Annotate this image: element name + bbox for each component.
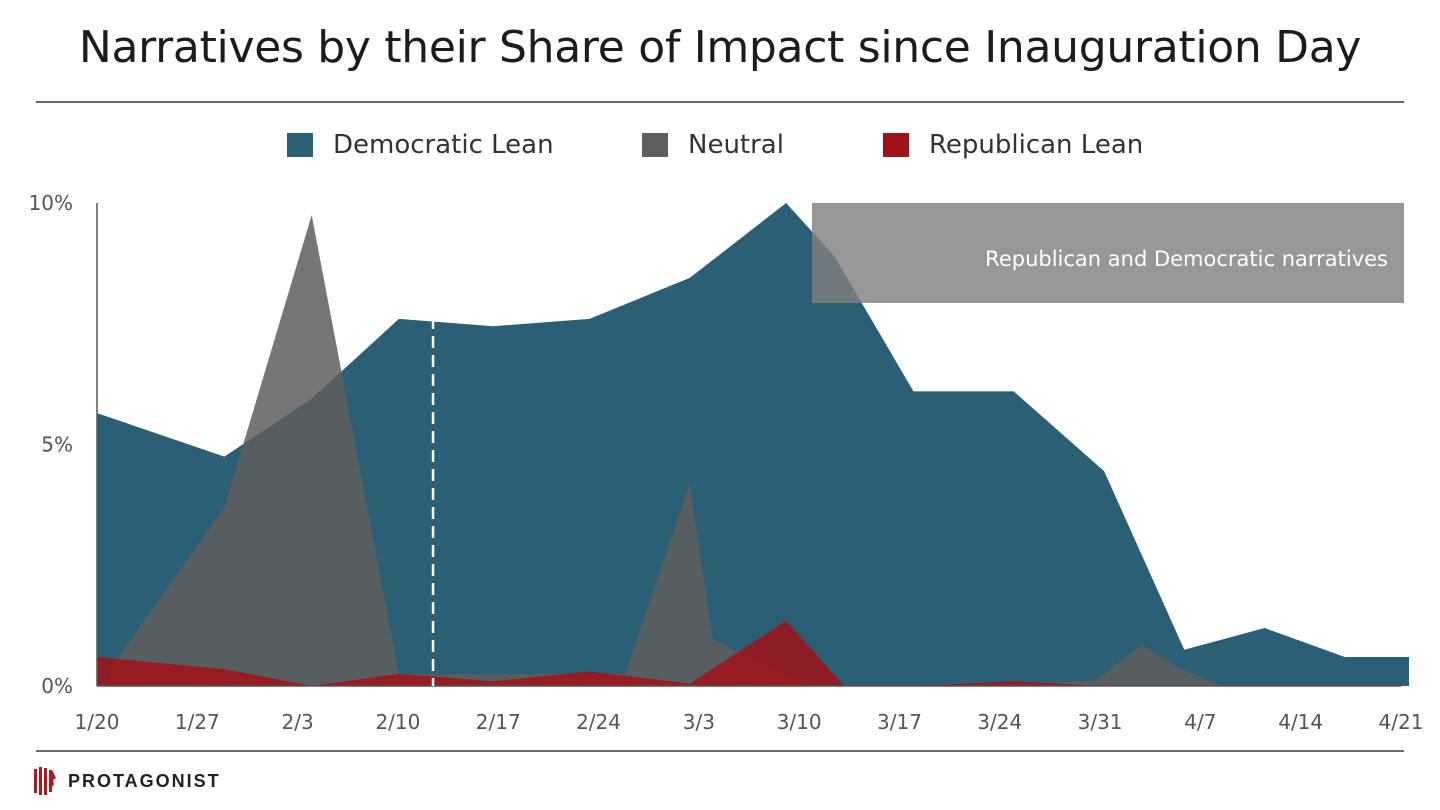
legend-item-democratic: Democratic Lean (287, 130, 554, 160)
y-tick-label: 0% (41, 674, 73, 698)
legend-label-republican: Republican Lean (929, 130, 1144, 160)
x-tick-label: 3/10 (777, 710, 822, 734)
annotation-text: Republican and Democratic narratives abo… (978, 213, 1388, 430)
title-divider (36, 101, 1404, 103)
annotation-box: Republican and Democratic narratives abo… (812, 203, 1404, 395)
area-neutral (110, 215, 1222, 686)
x-tick-label: 3/17 (877, 710, 922, 734)
annotation-line: about the ACA repeal spike prior to the (977, 309, 1388, 333)
x-tick-label: 1/20 (75, 710, 120, 734)
brand: PROTAGONIST (32, 766, 221, 796)
chart-title: Narratives by their Share of Impact sinc… (78, 22, 1362, 73)
x-tick-label: 4/21 (1379, 710, 1424, 734)
area-democratic-lean (97, 203, 1409, 686)
x-tick-label: 4/14 (1278, 710, 1323, 734)
x-tick-label: 2/17 (476, 710, 521, 734)
legend-item-neutral: Neutral (642, 130, 784, 160)
legend-swatch-republican (883, 133, 909, 157)
x-tick-label: 3/3 (683, 710, 715, 734)
x-tick-label: 2/3 (282, 710, 314, 734)
y-tick-label: 10% (29, 191, 73, 215)
brand-name: PROTAGONIST (68, 770, 221, 791)
legend-label-neutral: Neutral (688, 130, 784, 160)
legend: Democratic Lean Neutral Republican Lean (0, 130, 1440, 174)
legend-swatch-democratic (287, 133, 313, 157)
x-tick-label: 3/24 (977, 710, 1022, 734)
x-tick-label: 3/31 (1078, 710, 1123, 734)
legend-swatch-neutral (642, 133, 668, 157)
y-tick-label: 5% (41, 433, 73, 457)
area-republican-lean (97, 620, 1105, 686)
annotation-line: Republican and Democratic narratives (985, 247, 1388, 271)
profile-head-logo-icon (34, 767, 56, 795)
x-tick-label: 2/10 (375, 710, 420, 734)
annotation-line: proposed March 24 House vote (1060, 371, 1388, 395)
x-tick-label: 1/27 (175, 710, 220, 734)
legend-label-democratic: Democratic Lean (333, 130, 554, 160)
legend-item-republican: Republican Lean (883, 130, 1143, 160)
footer-divider (36, 750, 1404, 752)
x-tick-label: 4/7 (1184, 710, 1216, 734)
x-tick-label: 2/24 (576, 710, 621, 734)
